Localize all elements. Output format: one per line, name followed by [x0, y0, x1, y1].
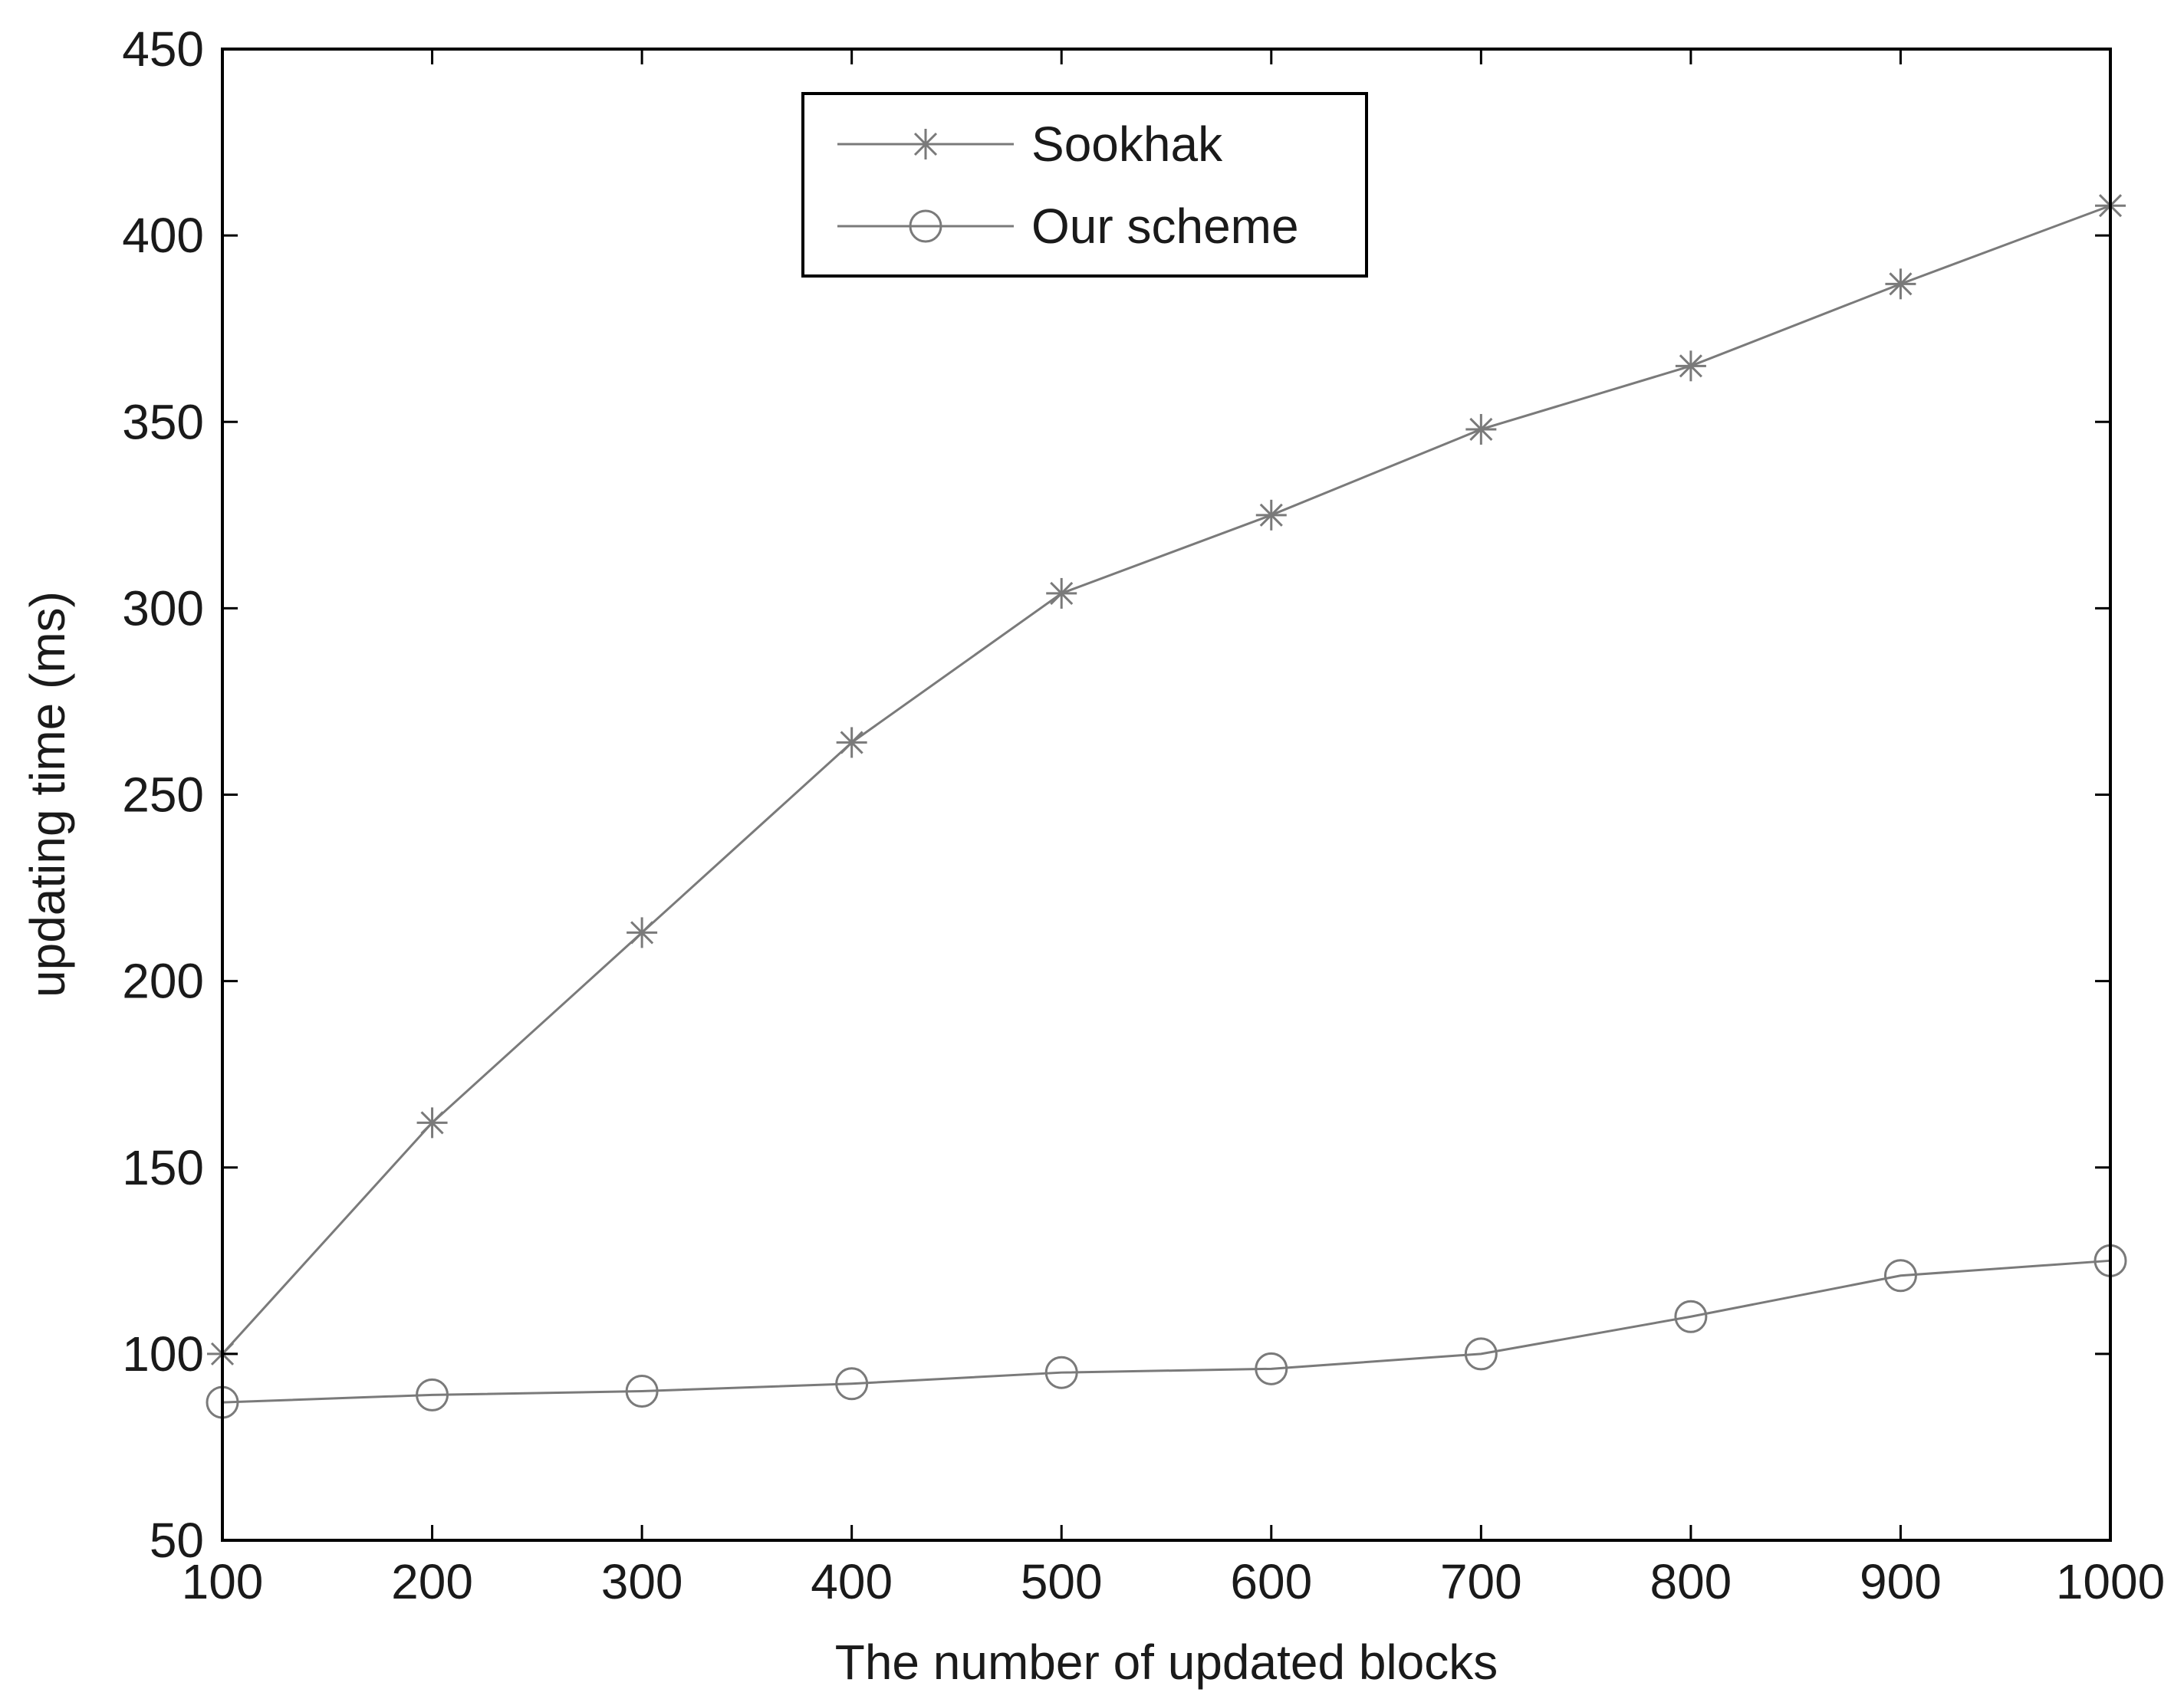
- data-point-sookhak: [836, 727, 867, 758]
- data-point-our-scheme: [1464, 1337, 1498, 1371]
- legend-label-sookhak: Sookhak: [1031, 117, 1223, 172]
- data-point-sookhak: [627, 917, 658, 948]
- legend: Sookhak Our scheme: [801, 92, 1368, 278]
- x-tick-label: 600: [1230, 1554, 1312, 1609]
- x-tick-label: 200: [391, 1554, 473, 1609]
- data-point-sookhak: [1046, 577, 1077, 609]
- x-tick-label: 500: [1021, 1554, 1103, 1609]
- data-point-sookhak: [1255, 499, 1287, 531]
- data-point-sookhak: [1675, 350, 1706, 382]
- legend-label-our-scheme: Our scheme: [1031, 199, 1299, 254]
- x-tick-label: 700: [1440, 1554, 1522, 1609]
- x-axis-label: The number of updated blocks: [835, 1635, 1498, 1690]
- legend-marker-our-scheme: [909, 209, 942, 243]
- x-tick-label: 900: [1860, 1554, 1942, 1609]
- legend-box: [801, 92, 1368, 278]
- data-point-sookhak: [1465, 413, 1497, 445]
- data-point-our-scheme: [1255, 1352, 1288, 1385]
- legend-entries: Sookhak Our scheme: [837, 117, 1299, 254]
- data-point-our-scheme: [835, 1367, 869, 1401]
- y-tick-label: 400: [122, 208, 204, 263]
- x-tick-label: 400: [811, 1554, 893, 1609]
- y-tick-label: 350: [122, 394, 204, 449]
- ticks-layer: 100 200 300 400 500 600 700 800 900 1000501001502…: [122, 21, 2165, 1609]
- x-tick-label: 300: [601, 1554, 683, 1609]
- x-tick-label: 800: [1650, 1554, 1732, 1609]
- legend-marker-sookhak: [910, 129, 941, 159]
- series-line-sookhak: [221, 204, 2111, 1355]
- data-point-sookhak: [1885, 268, 1916, 300]
- y-tick-label: 250: [122, 767, 204, 823]
- x-tick-label: 100: [182, 1554, 264, 1609]
- y-tick-label: 200: [122, 954, 204, 1009]
- y-tick-label: 150: [122, 1140, 204, 1195]
- data-point-our-scheme: [1674, 1300, 1708, 1333]
- series-line-our-scheme: [222, 1259, 2111, 1404]
- data-point-our-scheme: [1883, 1259, 1917, 1293]
- x-tick-label: 1000: [2056, 1554, 2165, 1609]
- series-layer: [206, 190, 2127, 1419]
- data-point-our-scheme: [1044, 1356, 1078, 1389]
- data-point-our-scheme: [416, 1378, 449, 1411]
- data-point-sookhak: [416, 1107, 448, 1139]
- y-tick-label: 50: [150, 1513, 204, 1568]
- data-point-our-scheme: [625, 1375, 659, 1408]
- y-tick-label: 450: [122, 21, 204, 77]
- y-tick-label: 100: [122, 1326, 204, 1382]
- y-tick-label: 300: [122, 580, 204, 636]
- y-axis-label: updating time (ms): [20, 591, 75, 997]
